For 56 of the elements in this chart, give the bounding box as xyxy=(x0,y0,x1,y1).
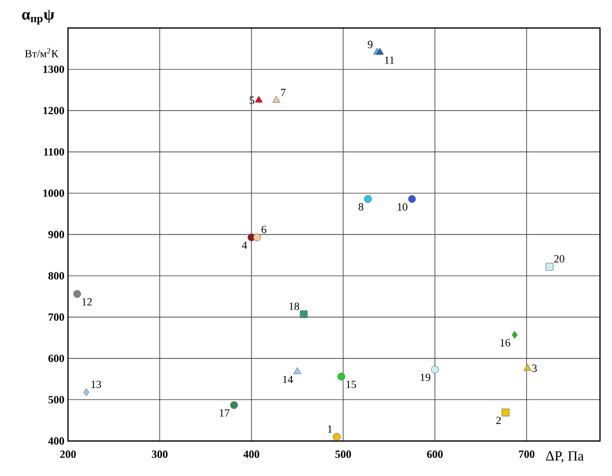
point xyxy=(253,234,261,242)
point xyxy=(230,401,238,409)
point xyxy=(254,96,263,103)
series-label: 18 xyxy=(290,302,300,310)
point xyxy=(546,262,554,271)
point xyxy=(524,364,532,371)
x-axis-title: ΔP, Па xyxy=(546,451,584,463)
series-label: 4 xyxy=(242,242,248,249)
x-tick-label: 300 xyxy=(152,450,168,458)
point xyxy=(73,290,81,298)
y-tick-label: 800 xyxy=(48,272,64,280)
y-tick-label: 1100 xyxy=(44,148,64,156)
y-tick-label: 700 xyxy=(48,313,64,321)
series-label: 13 xyxy=(92,380,102,388)
series-label: 20 xyxy=(554,255,564,263)
point xyxy=(364,195,372,203)
y-tick-label: 1000 xyxy=(43,190,64,197)
series-label: 6 xyxy=(262,226,266,234)
x-tick-label: 600 xyxy=(427,450,443,458)
x-tick-label: 200 xyxy=(60,450,76,458)
point xyxy=(338,372,346,380)
series-label: 14 xyxy=(283,376,293,384)
text: Вт/м$^{2}$К xyxy=(25,48,59,58)
series-label: 12 xyxy=(82,298,92,306)
series-label: 10 xyxy=(398,203,408,211)
x-tick-label: 400 xyxy=(243,450,260,458)
series-label: 1 xyxy=(328,425,332,433)
point xyxy=(332,433,341,441)
point xyxy=(512,331,518,339)
point xyxy=(293,367,302,374)
y-tick-label: 600 xyxy=(48,354,64,362)
point xyxy=(83,388,90,396)
point xyxy=(408,195,416,203)
series-label: 11 xyxy=(385,56,394,64)
y-axis-title: α$_{пр}$ψ xyxy=(22,10,54,24)
y-tick-label: 400 xyxy=(48,437,64,445)
point xyxy=(272,96,280,103)
point xyxy=(431,366,439,374)
series-label: 19 xyxy=(420,374,430,382)
y-tick-label: 1200 xyxy=(43,106,64,114)
point xyxy=(300,310,308,318)
x-tick-label: 500 xyxy=(335,450,351,458)
series-label: 17 xyxy=(220,409,230,417)
series-label: 7 xyxy=(281,88,286,96)
y-tick-label: 500 xyxy=(48,396,64,404)
series-label: 2 xyxy=(496,416,501,424)
point xyxy=(376,48,384,55)
series-label: 16 xyxy=(500,339,510,346)
y-tick-label: 900 xyxy=(48,230,64,238)
x-tick-label: 700 xyxy=(519,450,534,458)
series-label: 9 xyxy=(368,40,372,48)
point xyxy=(502,408,510,416)
series-label: 3 xyxy=(532,364,537,372)
y-tick-label: 1300 xyxy=(43,66,64,73)
series-label: 8 xyxy=(358,203,364,211)
series-label: 15 xyxy=(346,380,356,388)
